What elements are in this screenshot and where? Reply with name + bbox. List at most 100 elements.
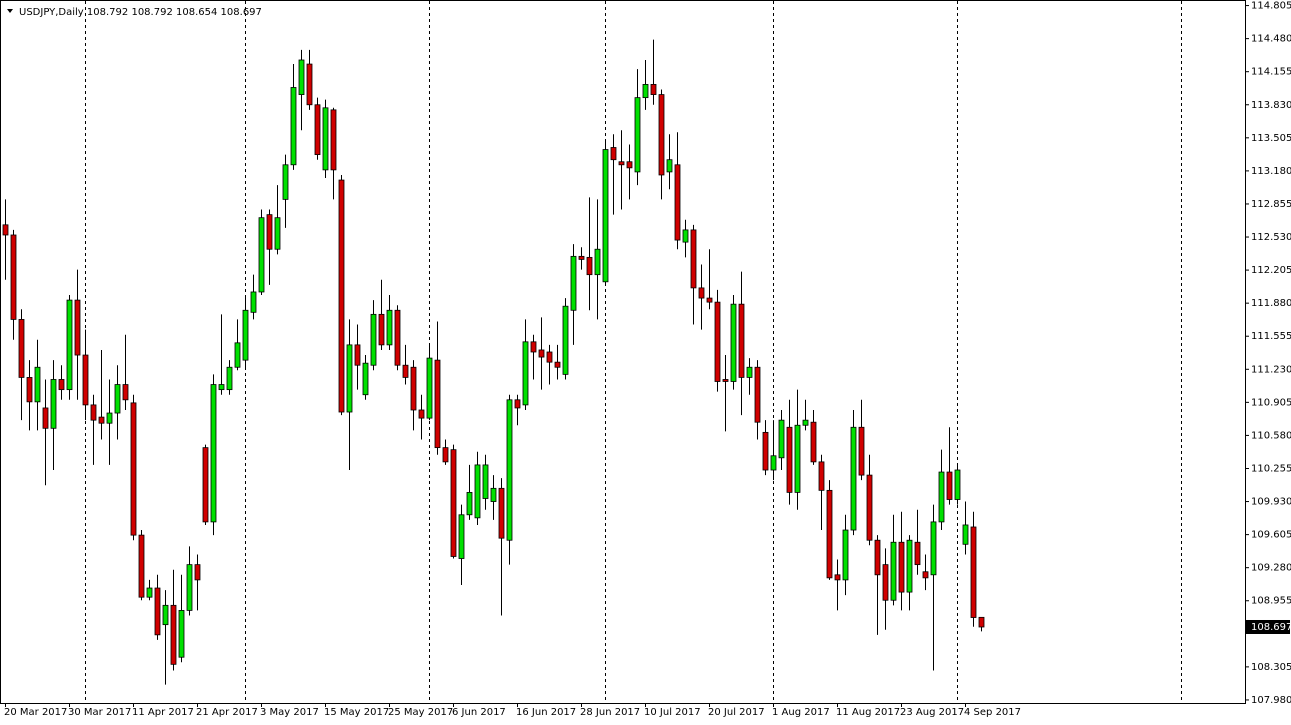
candle-body — [114, 384, 121, 414]
candle-body — [602, 149, 609, 283]
candle-body — [562, 305, 569, 375]
y-tick-label: 114.805 — [1251, 1, 1291, 12]
y-tick-label: 112.855 — [1251, 199, 1291, 210]
candle-body — [458, 514, 465, 559]
candle-body — [610, 147, 617, 161]
header-low: 108.654 — [176, 7, 217, 18]
y-tick-label: 110.905 — [1251, 397, 1291, 408]
x-tick-label: 11 Apr 2017 — [132, 707, 194, 718]
chart-header: USDJPY,Daily 108.792 108.792 108.654 108… — [19, 7, 262, 18]
candle-body — [10, 234, 17, 320]
candle-body — [290, 87, 297, 166]
candle-body — [714, 301, 721, 382]
candle-body — [506, 399, 513, 541]
candle-body — [362, 362, 369, 396]
candle-body — [946, 471, 953, 500]
candle-body — [170, 604, 177, 665]
candle-body — [722, 379, 729, 382]
candle-body — [618, 161, 625, 166]
candle-body — [122, 384, 129, 401]
candle-body — [90, 404, 97, 421]
x-tick-label: 10 Jul 2017 — [644, 707, 701, 718]
candle-body — [594, 248, 601, 276]
candle-body — [578, 255, 585, 260]
candle-body — [538, 349, 545, 358]
candle-body — [106, 412, 113, 424]
candle-body — [778, 419, 785, 459]
candle-body — [666, 159, 673, 173]
y-tick-label: 111.555 — [1251, 331, 1291, 342]
candle-body — [898, 541, 905, 593]
candle-body — [874, 539, 881, 576]
header-high: 108.792 — [131, 7, 172, 18]
candle-body — [866, 474, 873, 541]
candle-body — [746, 366, 753, 378]
candle-body — [802, 419, 809, 426]
candle-body — [82, 354, 89, 406]
header-open: 108.792 — [87, 7, 128, 18]
y-tick-label: 111.230 — [1251, 364, 1291, 375]
candle-body — [754, 366, 761, 423]
y-tick-label: 109.930 — [1251, 497, 1291, 508]
candle-body — [306, 63, 313, 106]
candle-body — [154, 587, 161, 636]
candle-body — [146, 587, 153, 598]
candle-body — [570, 255, 577, 311]
y-tick-label: 109.280 — [1251, 563, 1291, 574]
candle-body — [282, 164, 289, 200]
candle-body — [858, 426, 865, 476]
candle-body — [970, 526, 977, 618]
candle-body — [786, 426, 793, 493]
candle-body — [42, 407, 49, 429]
x-tick-label: 11 Aug 2017 — [836, 707, 900, 718]
candle-body — [514, 399, 521, 409]
candle-body — [66, 299, 73, 391]
candle-body — [226, 366, 233, 391]
x-tick-label: 20 Jul 2017 — [708, 707, 765, 718]
symbol: USDJPY,Daily — [19, 7, 84, 18]
candle-body — [74, 299, 81, 356]
candle-body — [698, 287, 705, 299]
candle-body — [250, 291, 257, 313]
x-tick-label: 28 Jun 2017 — [580, 707, 640, 718]
candle-body — [162, 604, 169, 626]
candle-body — [434, 359, 441, 449]
candle-body — [962, 524, 969, 545]
y-tick-label: 110.580 — [1251, 430, 1291, 441]
candle-body — [738, 303, 745, 378]
candle-body — [466, 491, 473, 516]
candle-body — [818, 461, 825, 491]
candle-body — [842, 529, 849, 581]
y-tick-label: 112.205 — [1251, 265, 1291, 276]
candle-body — [906, 539, 913, 593]
candle-body — [378, 313, 385, 346]
last-price-box — [1246, 619, 1290, 634]
candle-body — [442, 447, 449, 463]
y-tick-label: 113.505 — [1251, 133, 1291, 144]
x-tick-label: 25 May 2017 — [388, 707, 453, 718]
candle-body — [338, 179, 345, 413]
y-tick-label: 114.155 — [1251, 67, 1291, 78]
candle-body — [266, 214, 273, 250]
candle-body — [242, 309, 249, 361]
candle-body — [978, 616, 985, 628]
candle-body — [522, 341, 529, 406]
x-tick-label: 16 Jun 2017 — [516, 707, 576, 718]
candle-body — [354, 344, 361, 366]
candle-body — [50, 379, 57, 429]
candle-body — [482, 464, 489, 499]
y-tick-label: 112.530 — [1251, 232, 1291, 243]
last-price-label: 108.697 — [1251, 622, 1291, 633]
candle-body — [330, 109, 337, 171]
x-tick-label: 3 May 2017 — [260, 707, 319, 718]
y-tick-label: 113.830 — [1251, 100, 1291, 111]
candle-body — [234, 342, 241, 368]
menu-arrow[interactable] — [7, 9, 13, 13]
plot-frame — [0, 0, 1246, 704]
candle-body — [770, 455, 777, 471]
y-tick-label: 109.605 — [1251, 530, 1291, 541]
candle-body — [650, 84, 657, 95]
candle-body — [762, 431, 769, 471]
x-tick-label: 6 Jun 2017 — [452, 707, 506, 718]
